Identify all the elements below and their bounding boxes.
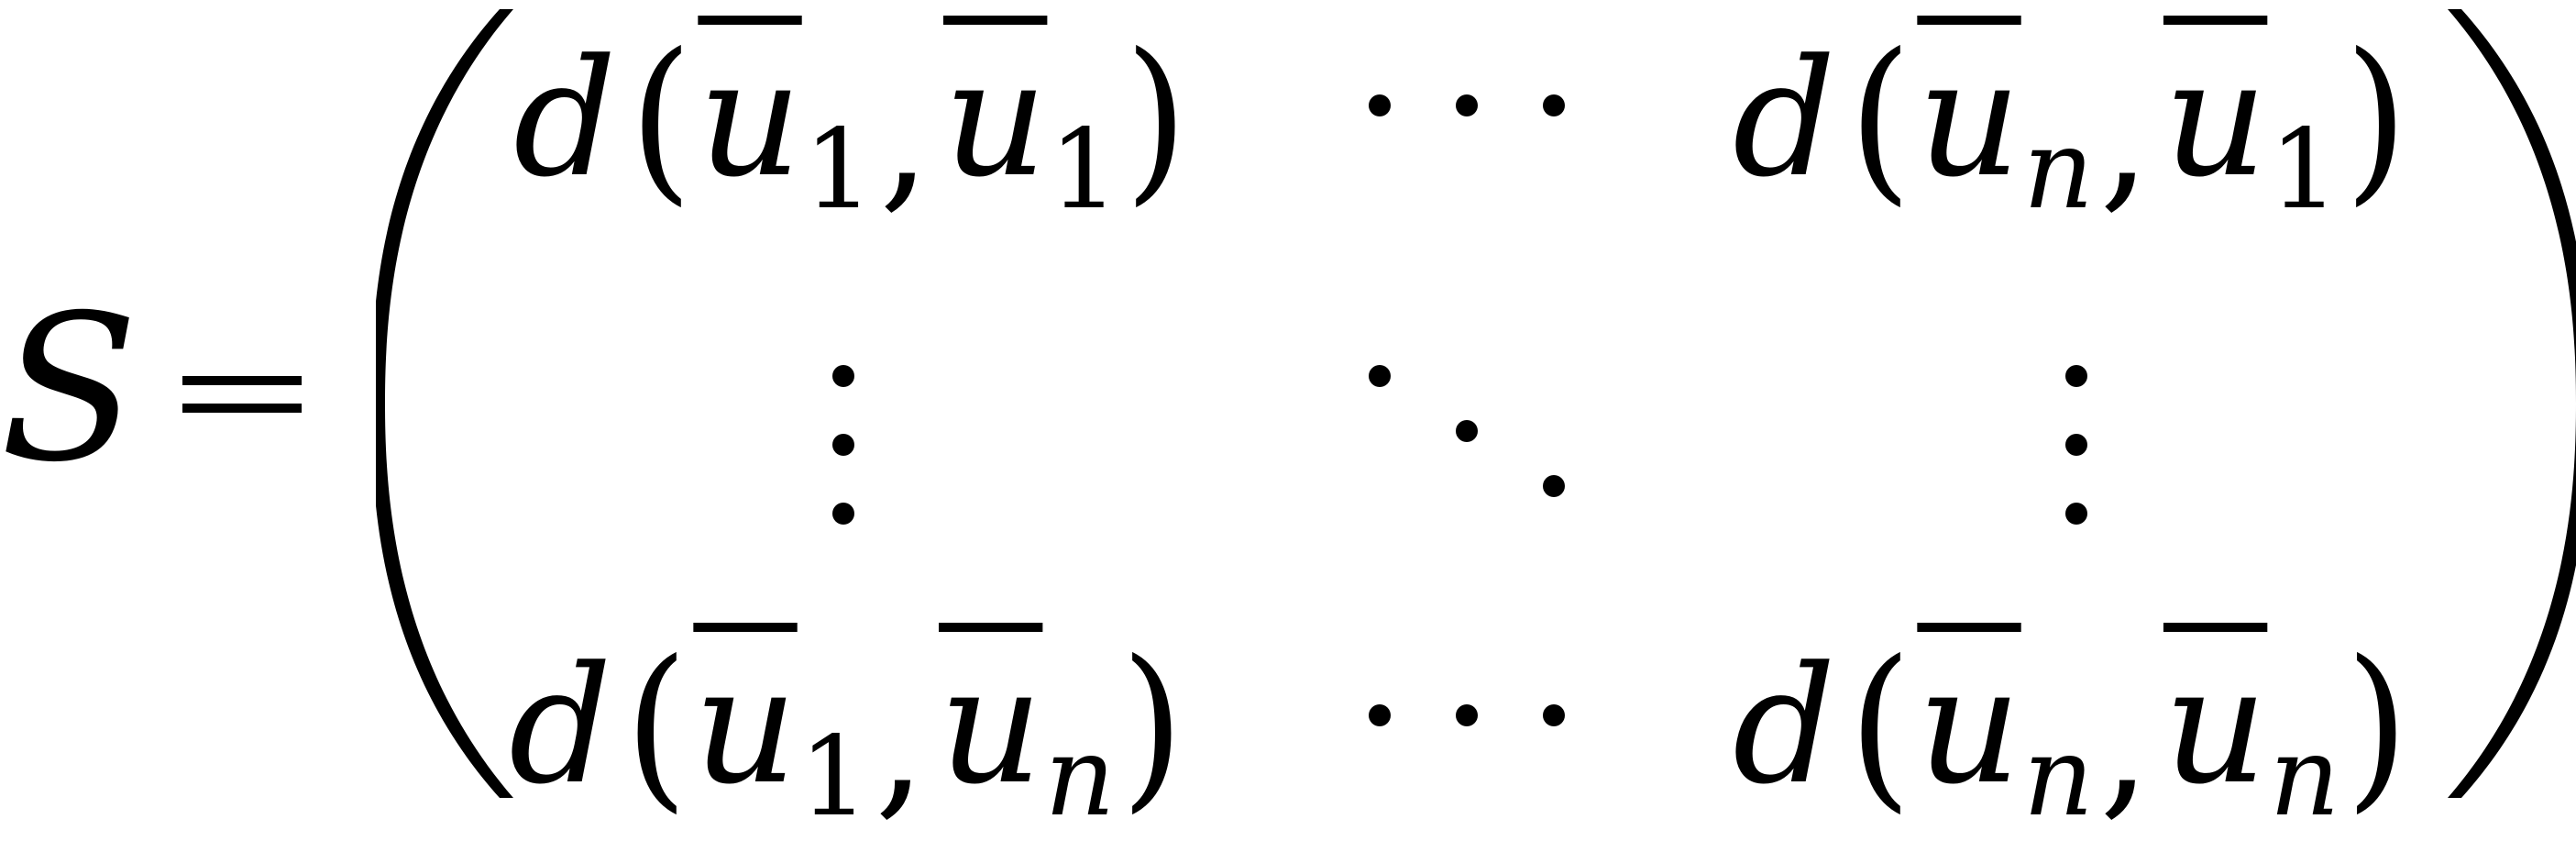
hdots-row1 xyxy=(1369,94,1565,116)
cell-rn-cn: d ( u n , u n ) xyxy=(1733,624,2414,833)
equals-sign xyxy=(182,367,302,422)
subscript: n xyxy=(2269,714,2340,841)
right-parenthesis xyxy=(2448,9,2576,798)
subscript: 1 xyxy=(798,714,870,841)
fn-symbol: d xyxy=(1733,25,1836,213)
subscript: 1 xyxy=(1049,106,1119,234)
open-paren: ( xyxy=(1848,15,1912,223)
close-paren: ) xyxy=(1120,622,1184,830)
var-symbol: u xyxy=(1917,632,2021,820)
comma: , xyxy=(879,41,931,229)
vdots-col1 xyxy=(832,365,854,525)
var-symbol: u xyxy=(2163,25,2268,213)
var-symbol: u xyxy=(939,632,1043,820)
fn-symbol: d xyxy=(513,25,617,213)
fn-symbol: d xyxy=(509,632,612,820)
var-symbol: u xyxy=(693,632,798,820)
close-paren: ) xyxy=(2344,15,2408,223)
cell-rn-c1: d ( u 1 , u n ) xyxy=(509,624,1189,833)
matrix-equation: S d ( u 1 , u 1 ) d ( u n , u 1 ) xyxy=(0,9,2576,833)
var-symbol: u xyxy=(2163,632,2268,820)
open-paren: ( xyxy=(624,622,688,830)
subscript: 1 xyxy=(2269,106,2339,234)
close-paren: ) xyxy=(1124,15,1188,223)
vdots-coln xyxy=(2065,365,2087,525)
equation-lhs: S xyxy=(0,288,302,490)
comma: , xyxy=(875,648,927,836)
cell-r1-c1: d ( u 1 , u 1 ) xyxy=(513,17,1193,226)
var-symbol: u xyxy=(943,25,1048,213)
comma: , xyxy=(2099,41,2151,229)
open-paren: ( xyxy=(1848,622,1912,830)
open-paren: ( xyxy=(629,15,693,223)
close-paren: ) xyxy=(2345,622,2409,830)
subscript: n xyxy=(2022,106,2094,234)
ddots xyxy=(1369,365,1565,497)
subscript: n xyxy=(2022,714,2094,841)
subscript: n xyxy=(1044,714,1116,841)
fn-symbol: d xyxy=(1733,632,1836,820)
matrix-symbol: S xyxy=(0,271,138,506)
comma: , xyxy=(2099,648,2151,836)
subscript: 1 xyxy=(803,106,875,234)
var-symbol: u xyxy=(698,25,802,213)
var-symbol: u xyxy=(1917,25,2021,213)
left-parenthesis xyxy=(376,9,513,798)
cell-r1-cn: d ( u n , u 1 ) xyxy=(1733,17,2413,226)
hdots-rown xyxy=(1369,704,1565,726)
